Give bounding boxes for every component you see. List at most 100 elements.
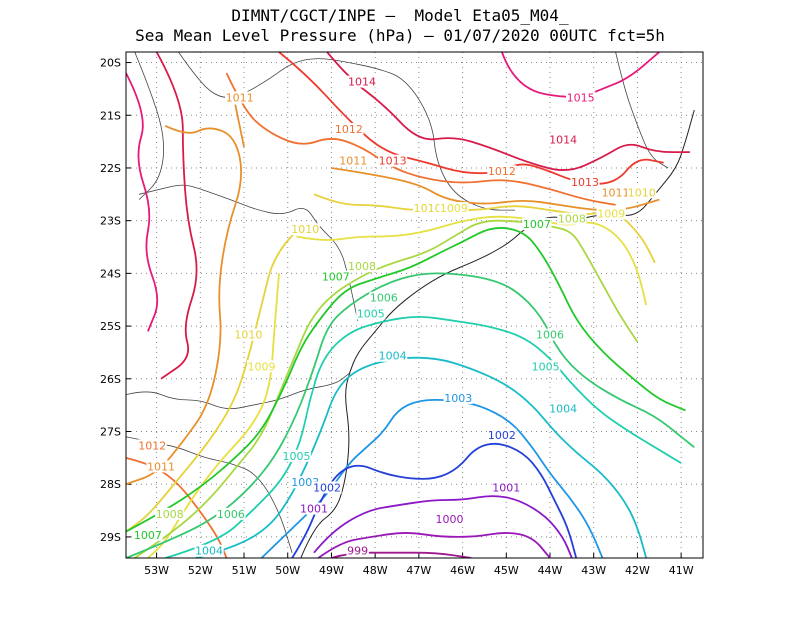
isobar-1013 <box>278 52 664 185</box>
isobar-label-bg <box>233 328 263 341</box>
isobar-label: 1002 <box>488 429 516 442</box>
isobar-label: 1007 <box>134 529 162 542</box>
isobar-1011 <box>126 124 242 486</box>
isobar-1014 <box>326 52 690 171</box>
coastline <box>300 109 695 558</box>
lat-lon-grid <box>126 52 703 558</box>
map-title-line1: DIMNT/CGCT/INPE – Model Eta05_M04_ <box>231 6 569 25</box>
isobar-label: 1009 <box>248 360 276 373</box>
isobar-1007 <box>126 227 686 533</box>
isobar-label-bg <box>434 513 465 526</box>
state-boundary <box>139 184 201 195</box>
isobar-label: 999 <box>347 545 368 558</box>
isobar-label-bg <box>338 154 368 167</box>
isobar-label: 1006 <box>217 508 245 521</box>
isobar-1006 <box>126 272 695 558</box>
isobar-label-bg <box>378 349 408 362</box>
isobar-label: 1011 <box>339 155 367 168</box>
isobar-label: 1009 <box>440 202 468 215</box>
isobar-label: 1003 <box>444 392 472 405</box>
plot-frame <box>125 51 704 559</box>
isobar-label-bg <box>346 544 369 557</box>
isobar-label: 1011 <box>147 460 175 473</box>
isobar-label: 1014 <box>348 76 376 89</box>
isobar-label-bg <box>487 428 517 441</box>
isobar-1001 <box>313 495 573 558</box>
lat-tick-label: 22S <box>100 162 121 175</box>
isobar-label-bg <box>522 217 552 230</box>
lon-tick-label: 53W <box>144 564 169 577</box>
isobar-label-bg <box>347 75 377 88</box>
isobar-label-bg <box>557 212 587 225</box>
isobar-label-bg <box>566 91 596 104</box>
isobar-label: 1012 <box>488 165 516 178</box>
lon-tick-label: 52W <box>188 564 213 577</box>
isobar-1004 <box>195 356 648 558</box>
isobar-label: 1013 <box>571 176 599 189</box>
isobar-label: 1004 <box>549 402 577 415</box>
isobar-label-bg <box>290 223 320 236</box>
lon-tick-label: 43W <box>581 564 606 577</box>
isobar-label-bg <box>312 481 342 494</box>
lon-tick-label: 50W <box>275 564 300 577</box>
isobar-label: 1001 <box>300 503 328 516</box>
isobar-label-bg <box>299 502 329 515</box>
isobar-1012 <box>225 72 616 206</box>
isobar-label: 1011 <box>602 186 630 199</box>
isobar-label-bg <box>146 460 176 473</box>
isobar-label-bg <box>194 544 224 557</box>
lat-tick-label: 26S <box>100 373 121 386</box>
lon-tick-label: 49W <box>319 564 344 577</box>
isobar-1000 <box>317 532 551 558</box>
lon-tick-label: 47W <box>406 564 431 577</box>
isobar-label-bg <box>155 507 185 520</box>
isobar-label: 1001 <box>492 481 520 494</box>
map-title-line2: Sea Mean Level Pressure (hPa) – 01/07/20… <box>135 26 665 45</box>
isobar-label-bg <box>225 91 255 104</box>
isobar-labels: 1014101510111012101410131011101210131011… <box>133 75 657 558</box>
isobar-label: 1012 <box>335 123 363 136</box>
isobar-label: 1005 <box>282 450 310 463</box>
isobar-label-bg <box>570 175 600 188</box>
lat-tick-label: 28S <box>100 478 121 491</box>
isobar-label-bg <box>281 449 312 462</box>
isobar-label: 1000 <box>435 513 463 526</box>
latitude-tick-labels: 20S 21S 22S 23S 24S 25S 26S 27S 28S 29S <box>100 57 121 544</box>
isobar-1009 <box>296 215 648 306</box>
isobar-label-bg <box>334 123 364 136</box>
state-boundary <box>200 188 359 321</box>
isobar-1009 <box>147 273 280 558</box>
lon-tick-label: 48W <box>363 564 388 577</box>
isobar-label-bg <box>443 391 473 404</box>
isobar-label-bg <box>535 328 565 341</box>
lat-tick-label: 25S <box>100 320 121 333</box>
isobar-contours <box>126 52 695 558</box>
isobar-label: 1013 <box>379 155 407 168</box>
isobar-label: 1004 <box>379 350 407 363</box>
isobar-label-bg <box>246 360 277 373</box>
isobar-label: 1012 <box>138 439 166 452</box>
isobar-label: 1011 <box>226 91 254 104</box>
isobar-label-bg <box>491 481 521 494</box>
isobar-label-bg <box>133 528 163 541</box>
isobar-label-bg <box>600 186 631 199</box>
isobar-label: 1004 <box>195 545 223 558</box>
state-boundary <box>134 52 164 200</box>
isobar-1005 <box>165 315 682 558</box>
lon-tick-label: 45W <box>494 564 519 577</box>
lat-tick-label: 20S <box>100 57 121 70</box>
state-boundary <box>615 52 669 169</box>
isobar-label: 1010 <box>291 223 319 236</box>
isobar-label-bg <box>347 260 377 273</box>
isobar-label-bg <box>216 507 246 520</box>
isobar-label: 1008 <box>558 213 586 226</box>
isobar-label: 1005 <box>357 308 385 321</box>
isobar-label-bg <box>531 360 561 373</box>
isobar-label-bg <box>369 291 399 304</box>
isobar-label: 1010 <box>414 202 442 215</box>
lat-tick-label: 29S <box>100 531 121 544</box>
lon-tick-label: 46W <box>450 564 475 577</box>
isobar-label-bg <box>627 186 657 199</box>
lon-tick-label: 44W <box>538 564 563 577</box>
isobar-label-bg <box>548 402 578 415</box>
